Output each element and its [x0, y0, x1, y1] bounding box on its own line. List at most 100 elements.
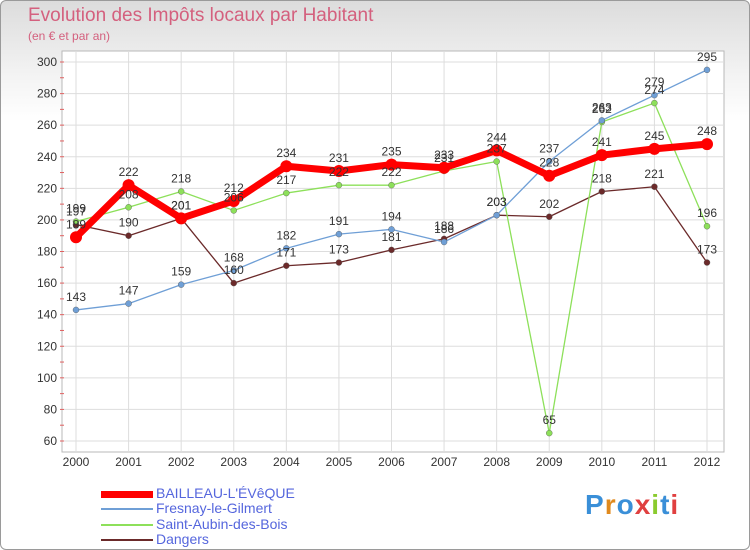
data-label: 159: [171, 265, 191, 279]
data-point: [598, 188, 606, 195]
data-label: 262: [592, 102, 612, 116]
x-tick-label: 2008: [483, 455, 510, 469]
data-label: 228: [539, 156, 559, 170]
data-label: 173: [697, 243, 717, 257]
logo-letter: x: [634, 489, 652, 520]
data-point: [125, 300, 132, 307]
data-label: 217: [276, 173, 296, 187]
y-tick-label: 260: [37, 118, 57, 132]
data-label: 218: [592, 171, 612, 185]
data-point: [230, 279, 237, 287]
data-point: [125, 232, 132, 239]
data-label: 190: [119, 216, 139, 230]
x-tick-label: 2007: [431, 455, 458, 469]
logo-letter: t: [660, 489, 671, 520]
logo-letter: r: [604, 489, 617, 520]
data-label: 295: [697, 50, 717, 64]
data-label: 203: [487, 195, 507, 209]
legend-label: Saint-Aubin-des-Bois: [156, 516, 288, 532]
data-label: 206: [224, 190, 244, 204]
data-label: 186: [434, 222, 454, 236]
y-tick-label: 240: [37, 150, 57, 164]
data-label: 237: [539, 141, 559, 155]
data-point: [651, 91, 658, 99]
chart-subtitle: (en € et par an): [28, 29, 111, 43]
data-label: 234: [276, 146, 296, 160]
data-point: [72, 306, 80, 314]
chart-title: Evolution des Impôts locaux par Habitant: [28, 5, 374, 26]
data-label: 222: [381, 165, 401, 179]
data-point: [230, 267, 237, 274]
data-point: [543, 169, 556, 182]
x-tick-label: 2009: [536, 455, 563, 469]
data-label: 221: [644, 167, 664, 181]
data-label: 143: [66, 290, 86, 304]
data-point: [703, 223, 711, 230]
data-point: [230, 207, 237, 214]
data-point: [493, 158, 500, 165]
data-point: [280, 160, 293, 173]
data-point: [701, 138, 713, 151]
legend-swatch: [101, 539, 153, 541]
data-label: 231: [329, 151, 349, 165]
data-point: [651, 183, 658, 190]
data-point: [493, 211, 500, 219]
data-label: 218: [171, 171, 191, 185]
y-tick-label: 80: [44, 402, 58, 416]
data-label: 199: [66, 201, 86, 215]
x-tick-label: 2000: [63, 455, 90, 469]
y-tick-label: 120: [37, 339, 57, 353]
data-label: 274: [644, 83, 664, 97]
data-label: 171: [276, 246, 296, 260]
y-tick-label: 220: [37, 181, 57, 195]
data-point: [335, 259, 343, 266]
data-point: [332, 164, 345, 177]
data-point: [388, 246, 395, 254]
data-label: 189: [66, 217, 86, 231]
data-point: [595, 149, 608, 162]
data-label: 65: [543, 413, 557, 427]
data-label: 202: [539, 197, 559, 211]
data-label: 173: [329, 243, 349, 257]
legend-swatch: [101, 524, 153, 526]
data-point: [122, 179, 135, 192]
data-label: 182: [276, 228, 296, 242]
logo-letter: i: [670, 489, 680, 520]
data-point: [125, 204, 132, 211]
data-point: [546, 213, 553, 220]
x-tick-label: 2012: [694, 455, 721, 469]
data-point: [440, 238, 448, 246]
data-label: 231: [434, 151, 454, 165]
logo-letter: P: [585, 489, 605, 520]
data-label: 244: [487, 130, 507, 144]
data-label: 197: [66, 205, 86, 219]
data-point: [703, 259, 711, 266]
data-label: 201: [171, 198, 191, 212]
data-point: [335, 230, 343, 238]
data-point: [227, 194, 240, 207]
legend-label: Fresnay-le-Gilmert: [156, 500, 272, 516]
data-label: 201: [171, 198, 191, 212]
data-label: 203: [487, 195, 507, 209]
data-point: [490, 144, 503, 157]
data-label: 181: [381, 230, 401, 244]
data-point: [438, 161, 451, 174]
data-point: [651, 99, 658, 107]
data-point: [335, 181, 343, 189]
data-label: 245: [644, 129, 664, 143]
data-label: 233: [434, 148, 454, 162]
data-label: 168: [224, 250, 244, 264]
data-label: 160: [224, 263, 244, 277]
data-point: [546, 429, 553, 437]
data-label: 222: [119, 165, 139, 179]
y-tick-label: 200: [37, 213, 57, 227]
x-tick-label: 2005: [326, 455, 353, 469]
data-label: 237: [487, 141, 507, 155]
data-point: [177, 188, 185, 195]
x-tick-label: 2010: [588, 455, 615, 469]
legend-swatch: [101, 490, 153, 498]
data-label: 279: [644, 75, 664, 89]
data-point: [388, 181, 395, 189]
